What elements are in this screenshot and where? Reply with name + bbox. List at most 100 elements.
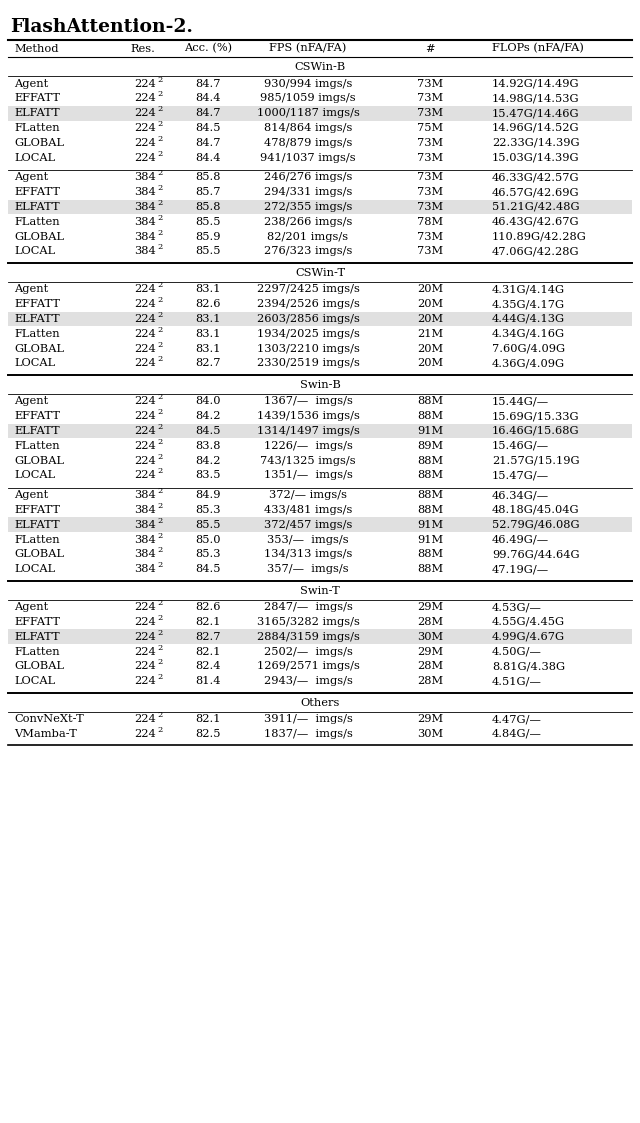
Text: LOCAL: LOCAL bbox=[14, 676, 55, 686]
Text: 15.47G/—: 15.47G/— bbox=[492, 471, 549, 481]
Text: 84.5: 84.5 bbox=[195, 564, 221, 574]
Text: 276/323 imgs/s: 276/323 imgs/s bbox=[264, 246, 352, 256]
Text: 85.0: 85.0 bbox=[195, 535, 221, 545]
Text: 82.1: 82.1 bbox=[195, 617, 221, 627]
Text: LOCAL: LOCAL bbox=[14, 153, 55, 163]
Text: 3165/3282 imgs/s: 3165/3282 imgs/s bbox=[257, 617, 360, 627]
Text: 294/331 imgs/s: 294/331 imgs/s bbox=[264, 188, 352, 198]
Text: 83.8: 83.8 bbox=[195, 441, 221, 450]
Text: 88M: 88M bbox=[417, 456, 443, 466]
Text: 1934/2025 imgs/s: 1934/2025 imgs/s bbox=[257, 329, 360, 339]
Text: 52.79G/46.08G: 52.79G/46.08G bbox=[492, 520, 580, 530]
Text: 4.44G/4.13G: 4.44G/4.13G bbox=[492, 314, 565, 325]
Text: 83.1: 83.1 bbox=[195, 314, 221, 325]
Text: 15.03G/14.39G: 15.03G/14.39G bbox=[492, 153, 580, 163]
Text: 29M: 29M bbox=[417, 714, 443, 724]
Text: 224: 224 bbox=[134, 124, 156, 133]
Text: 88M: 88M bbox=[417, 505, 443, 515]
Text: 224: 224 bbox=[134, 358, 156, 368]
Text: ConvNeXt-T: ConvNeXt-T bbox=[14, 714, 84, 724]
Text: 82.6: 82.6 bbox=[195, 602, 221, 612]
Text: 1314/1497 imgs/s: 1314/1497 imgs/s bbox=[257, 426, 360, 436]
Text: 15.47G/14.46G: 15.47G/14.46G bbox=[492, 108, 580, 118]
Text: FPS (nFA/FA): FPS (nFA/FA) bbox=[269, 44, 347, 54]
Text: EFFATT: EFFATT bbox=[14, 505, 60, 515]
Text: 2: 2 bbox=[157, 229, 163, 237]
Text: 8.81G/4.38G: 8.81G/4.38G bbox=[492, 661, 565, 672]
Text: 82.1: 82.1 bbox=[195, 714, 221, 724]
Text: 15.44G/—: 15.44G/— bbox=[492, 396, 549, 407]
Text: 1367/—  imgs/s: 1367/— imgs/s bbox=[264, 396, 353, 407]
Text: LOCAL: LOCAL bbox=[14, 564, 55, 574]
Text: 28M: 28M bbox=[417, 661, 443, 672]
Text: 30M: 30M bbox=[417, 632, 443, 642]
Text: 82.6: 82.6 bbox=[195, 299, 221, 309]
Text: 384: 384 bbox=[134, 535, 156, 545]
Text: EFFATT: EFFATT bbox=[14, 188, 60, 198]
Text: 357/—  imgs/s: 357/— imgs/s bbox=[267, 564, 349, 574]
Bar bbox=[8, 200, 632, 214]
Text: Acc. (%): Acc. (%) bbox=[184, 44, 232, 54]
Text: FLatten: FLatten bbox=[14, 329, 60, 339]
Text: GLOBAL: GLOBAL bbox=[14, 661, 64, 672]
Text: 2: 2 bbox=[157, 643, 163, 651]
Text: 20M: 20M bbox=[417, 344, 443, 354]
Text: 1837/—  imgs/s: 1837/— imgs/s bbox=[264, 729, 353, 739]
Text: 2: 2 bbox=[157, 149, 163, 157]
Text: 433/481 imgs/s: 433/481 imgs/s bbox=[264, 505, 352, 515]
Text: 46.33G/42.57G: 46.33G/42.57G bbox=[492, 173, 580, 182]
Text: LOCAL: LOCAL bbox=[14, 246, 55, 256]
Text: 224: 224 bbox=[134, 93, 156, 103]
Text: 224: 224 bbox=[134, 329, 156, 339]
Text: 2: 2 bbox=[157, 296, 163, 304]
Text: 2: 2 bbox=[157, 562, 163, 569]
Text: 85.3: 85.3 bbox=[195, 549, 221, 559]
Text: 224: 224 bbox=[134, 617, 156, 627]
Text: 82.4: 82.4 bbox=[195, 661, 221, 672]
Text: 224: 224 bbox=[134, 441, 156, 450]
Text: EFFATT: EFFATT bbox=[14, 93, 60, 103]
Text: 1000/1187 imgs/s: 1000/1187 imgs/s bbox=[257, 108, 360, 118]
Text: 20M: 20M bbox=[417, 314, 443, 325]
Text: 2: 2 bbox=[157, 90, 163, 99]
Text: 743/1325 imgs/s: 743/1325 imgs/s bbox=[260, 456, 356, 466]
Text: 224: 224 bbox=[134, 299, 156, 309]
Text: 2: 2 bbox=[157, 453, 163, 460]
Text: 2: 2 bbox=[157, 517, 163, 524]
Text: 47.19G/—: 47.19G/— bbox=[492, 564, 549, 574]
Text: 46.43G/42.67G: 46.43G/42.67G bbox=[492, 217, 580, 227]
Text: Swin-T: Swin-T bbox=[300, 586, 340, 595]
Text: Method: Method bbox=[14, 44, 58, 54]
Text: 1351/—  imgs/s: 1351/— imgs/s bbox=[264, 471, 353, 481]
Text: 4.51G/—: 4.51G/— bbox=[492, 676, 542, 686]
Text: 3911/—  imgs/s: 3911/— imgs/s bbox=[264, 714, 353, 724]
Text: 82.5: 82.5 bbox=[195, 729, 221, 739]
Text: #: # bbox=[425, 44, 435, 54]
Text: 2394/2526 imgs/s: 2394/2526 imgs/s bbox=[257, 299, 360, 309]
Text: 224: 224 bbox=[134, 471, 156, 481]
Text: 353/—  imgs/s: 353/— imgs/s bbox=[267, 535, 349, 545]
Text: 75M: 75M bbox=[417, 124, 443, 133]
Text: 224: 224 bbox=[134, 284, 156, 294]
Text: 941/1037 imgs/s: 941/1037 imgs/s bbox=[260, 153, 356, 163]
Text: EFFATT: EFFATT bbox=[14, 299, 60, 309]
Text: 2: 2 bbox=[157, 600, 163, 608]
Text: 2: 2 bbox=[157, 614, 163, 622]
Text: 2: 2 bbox=[157, 355, 163, 364]
Text: 73M: 73M bbox=[417, 79, 443, 89]
Text: 224: 224 bbox=[134, 456, 156, 466]
Text: 224: 224 bbox=[134, 79, 156, 89]
Text: 99.76G/44.64G: 99.76G/44.64G bbox=[492, 549, 580, 559]
Text: 73M: 73M bbox=[417, 246, 443, 256]
Text: 91M: 91M bbox=[417, 535, 443, 545]
Text: ELFATT: ELFATT bbox=[14, 520, 60, 530]
Text: 2: 2 bbox=[157, 311, 163, 319]
Text: 4.99G/4.67G: 4.99G/4.67G bbox=[492, 632, 565, 642]
Text: FLatten: FLatten bbox=[14, 217, 60, 227]
Text: 15.69G/15.33G: 15.69G/15.33G bbox=[492, 411, 580, 421]
Text: 88M: 88M bbox=[417, 471, 443, 481]
Text: 73M: 73M bbox=[417, 231, 443, 241]
Text: ELFATT: ELFATT bbox=[14, 426, 60, 436]
Text: 372/— imgs/s: 372/— imgs/s bbox=[269, 491, 347, 500]
Text: 84.5: 84.5 bbox=[195, 124, 221, 133]
